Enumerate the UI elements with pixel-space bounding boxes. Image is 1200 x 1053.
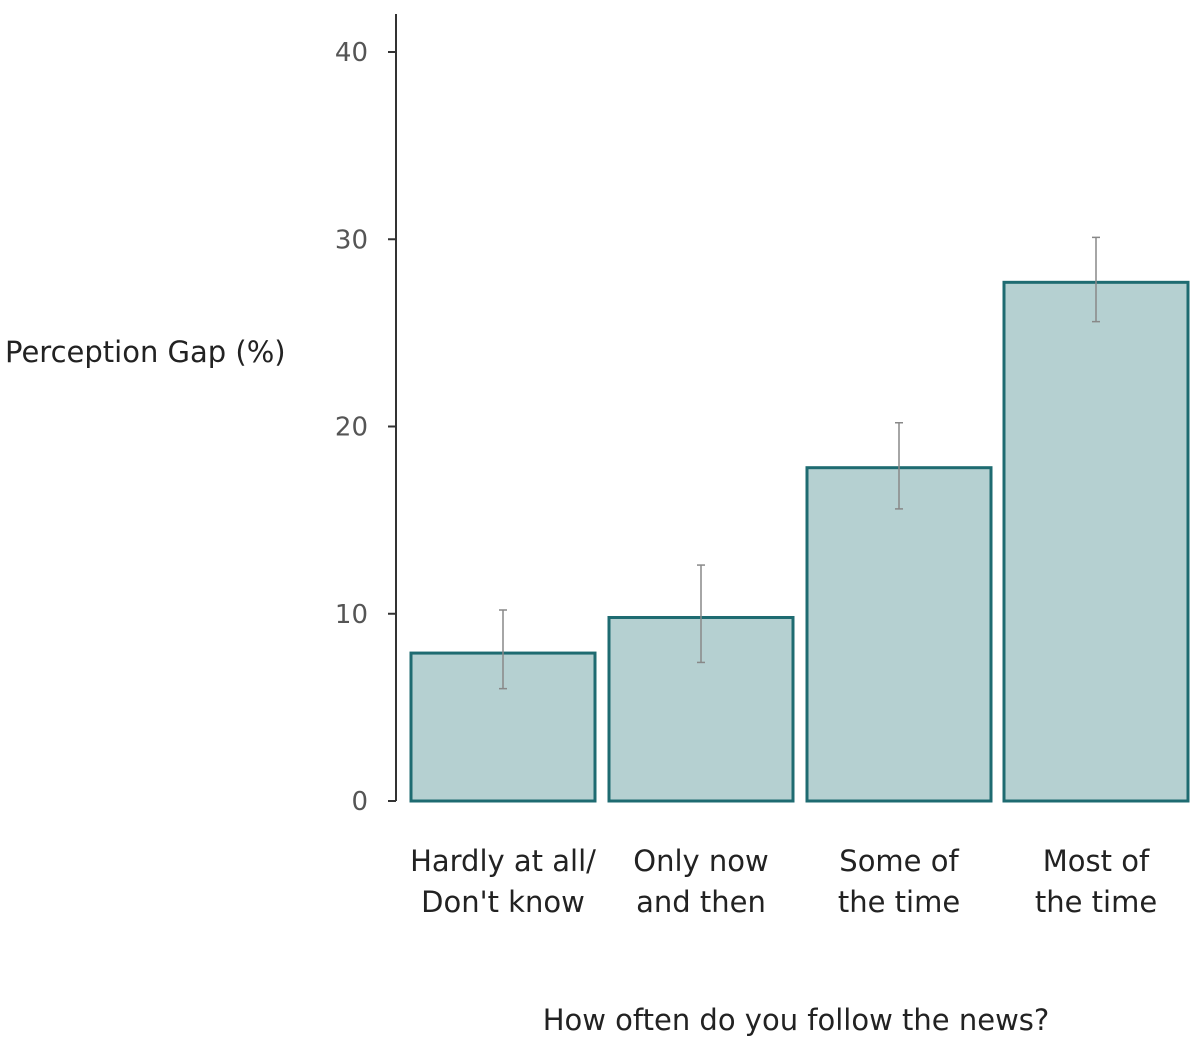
- bar: [1002, 280, 1190, 803]
- x-category-label: Some of: [839, 844, 959, 878]
- plot-area: 0 10 20 30 40 Hardly at all/Don't know Only no…: [335, 14, 1190, 919]
- y-tick-label: 30: [335, 225, 368, 255]
- x-category-label: Only now: [633, 844, 768, 878]
- x-category-label: Don't know: [421, 885, 585, 919]
- x-category-label: Most of: [1043, 844, 1150, 878]
- y-axis-title: Perception Gap (%): [5, 335, 286, 369]
- x-category-label: the time: [838, 885, 960, 919]
- x-axis-title: How often do you follow the news?: [543, 1003, 1050, 1037]
- y-tick-label: 10: [335, 600, 368, 630]
- y-tick-label: 40: [335, 38, 368, 68]
- y-tick-label: 20: [335, 413, 368, 443]
- x-category-label: and then: [636, 885, 766, 919]
- bar: [805, 466, 993, 803]
- x-category-label: Hardly at all/: [410, 844, 596, 878]
- x-category-label: the time: [1035, 885, 1157, 919]
- y-tick-label: 0: [351, 787, 368, 817]
